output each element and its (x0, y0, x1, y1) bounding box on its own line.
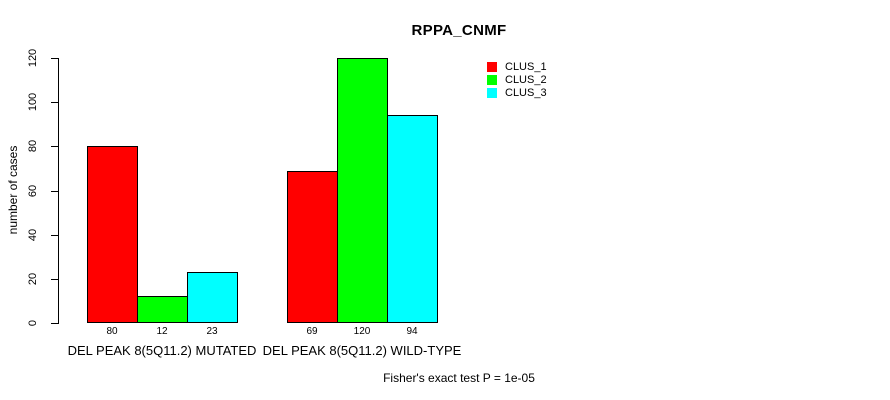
bar-clus_1-group2 (287, 171, 338, 323)
bar-value-label: 80 (106, 326, 118, 337)
bar-clus_2-group2 (337, 58, 388, 323)
chart-title: RPPA_CNMF (411, 22, 507, 39)
y-tick-label: 120 (27, 48, 39, 68)
legend-label: CLUS_3 (505, 87, 547, 99)
y-tick-label: 0 (27, 319, 39, 327)
bar-clus_3-group2 (387, 115, 438, 323)
y-tick-label: 60 (27, 184, 39, 198)
legend-label: CLUS_1 (505, 61, 547, 73)
y-axis-tick (51, 323, 58, 324)
category-label: DEL PEAK 8(5Q11.2) MUTATED (67, 343, 257, 358)
y-tick-label: 20 (27, 272, 39, 286)
legend-swatch-clus_3 (487, 88, 497, 98)
bar-value-label: 69 (306, 326, 318, 337)
bar-value-label: 23 (206, 326, 218, 337)
y-axis-tick (51, 146, 58, 147)
legend: CLUS_1 CLUS_2 CLUS_3 (487, 62, 547, 101)
y-axis-title: number of cases (6, 145, 20, 235)
y-axis-tick (51, 102, 58, 103)
y-axis-tick (51, 58, 58, 59)
bar-value-label: 12 (156, 326, 168, 337)
legend-item: CLUS_1 (487, 61, 547, 73)
y-tick-label: 80 (27, 139, 39, 153)
y-tick-label: 40 (27, 228, 39, 242)
legend-swatch-clus_1 (487, 62, 497, 72)
legend-swatch-clus_2 (487, 75, 497, 85)
bar-clus_3-group1 (187, 272, 238, 323)
y-axis-line (58, 58, 59, 324)
bar-clus_2-group1 (137, 296, 188, 323)
y-tick-label: 100 (27, 92, 39, 112)
bar-value-label: 120 (353, 326, 371, 337)
legend-label: CLUS_2 (505, 74, 547, 86)
y-axis-tick (51, 235, 58, 236)
y-axis-tick (51, 191, 58, 192)
category-label: DEL PEAK 8(5Q11.2) WILD-TYPE (262, 343, 462, 358)
bar-value-label: 94 (406, 326, 418, 337)
y-axis-tick (51, 279, 58, 280)
legend-item: CLUS_2 (487, 74, 547, 86)
legend-item: CLUS_3 (487, 87, 547, 99)
bar-clus_1-group1 (87, 146, 138, 323)
annotation-text: Fisher's exact test P = 1e-05 (383, 371, 535, 385)
